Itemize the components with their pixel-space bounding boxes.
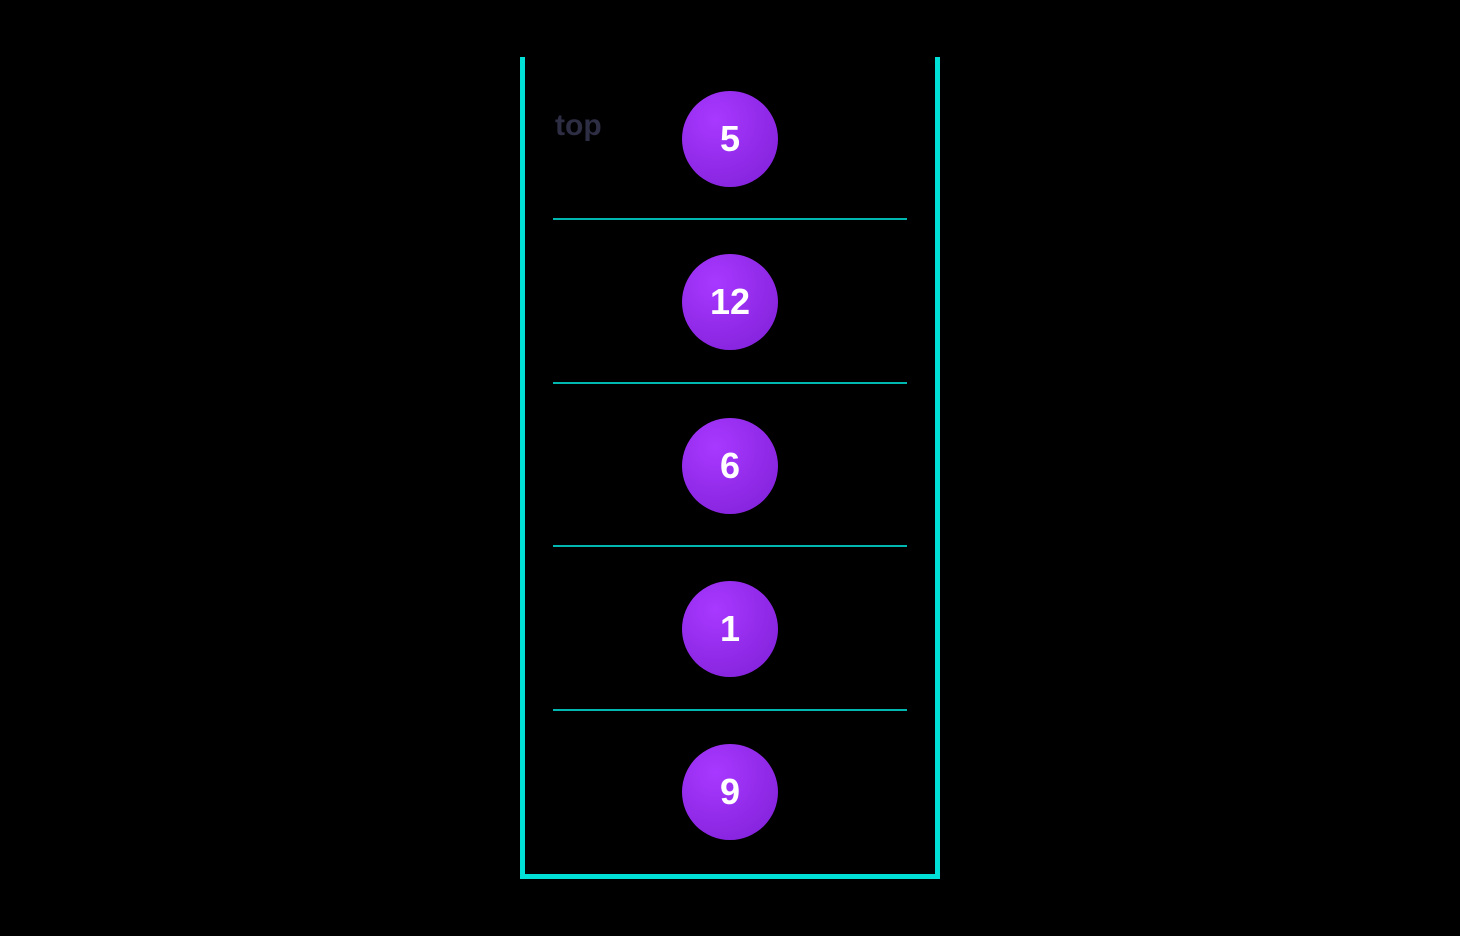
stack-node: 12 bbox=[682, 254, 778, 350]
node-value: 6 bbox=[720, 445, 740, 487]
stack-node: 5 bbox=[682, 91, 778, 187]
node-value: 1 bbox=[720, 608, 740, 650]
stack-slot: 9 bbox=[525, 711, 935, 874]
stack-node: 1 bbox=[682, 581, 778, 677]
stack-slots: 5 12 6 1 9 bbox=[525, 57, 935, 874]
stack-node: 9 bbox=[682, 744, 778, 840]
stack-slot: 1 bbox=[525, 547, 935, 710]
stack-container: top 5 12 6 1 9 bbox=[520, 57, 940, 879]
stack-slot: 6 bbox=[525, 384, 935, 547]
node-value: 12 bbox=[710, 281, 750, 323]
node-value: 5 bbox=[720, 118, 740, 160]
node-value: 9 bbox=[720, 771, 740, 813]
stack-slot: 12 bbox=[525, 220, 935, 383]
stack-node: 6 bbox=[682, 418, 778, 514]
stack-slot: 5 bbox=[525, 57, 935, 220]
